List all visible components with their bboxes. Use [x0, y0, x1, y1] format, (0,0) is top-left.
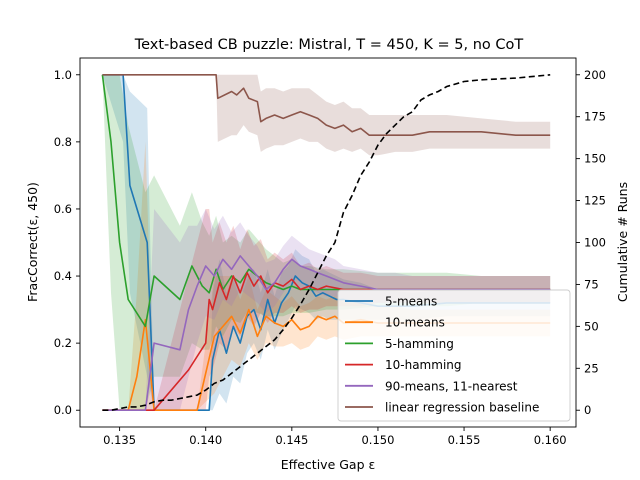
y-tick-label: 0.0 — [54, 403, 72, 417]
x-axis-ticks: 0.135 0.140 0.145 0.150 0.155 0.160 — [103, 427, 567, 447]
legend-label-10-means: 10-means — [385, 316, 445, 330]
legend-label-linear-regression-baseline: linear regression baseline — [385, 401, 539, 415]
band-10-means — [102, 141, 551, 411]
legend-label-90-means-11-nearest: 90-means, 11-nearest — [385, 379, 518, 393]
y2-tick-label: 100 — [584, 236, 606, 250]
x-tick-label: 0.150 — [361, 433, 394, 447]
y-axis-label: FracCorrect(ε, 450) — [25, 182, 40, 302]
confidence-bands — [102, 74, 551, 411]
legend: 5-means 10-means 5-hamming 10-hamming 90-mea… — [337, 289, 571, 422]
legend-label-5-means: 5-means — [385, 295, 437, 309]
legend-label-5-hamming: 5-hamming — [385, 337, 454, 351]
x-tick-label: 0.160 — [534, 433, 567, 447]
legend-label-10-hamming: 10-hamming — [385, 358, 462, 372]
y2-tick-label: 25 — [584, 361, 599, 375]
y-tick-label: 0.2 — [54, 336, 72, 350]
x-tick-label: 0.135 — [103, 433, 136, 447]
y2-axis-ticks: 0 25 50 75 100 125 150 175 200 — [576, 68, 606, 417]
band-10-hamming — [102, 209, 551, 411]
band-5-means — [102, 74, 551, 411]
y2-tick-label: 175 — [584, 110, 606, 124]
y2-tick-label: 125 — [584, 194, 606, 208]
y-axis-ticks: 0.0 0.2 0.4 0.6 0.8 1.0 — [54, 68, 80, 417]
y2-tick-label: 200 — [584, 68, 606, 82]
line-cumulative-runs — [102, 74, 551, 412]
band-90-means-11-nearest — [102, 209, 551, 411]
line-90-means-11-nearest — [102, 255, 551, 412]
cumulative-runs-layer — [102, 74, 551, 412]
y-tick-label: 0.4 — [54, 269, 72, 283]
y2-tick-label: 50 — [584, 319, 599, 333]
legend-frame — [337, 289, 571, 422]
y2-tick-label: 150 — [584, 152, 606, 166]
y2-tick-label: 75 — [584, 277, 599, 291]
x-tick-label: 0.155 — [448, 433, 481, 447]
band-5-hamming — [102, 74, 551, 411]
x-tick-label: 0.140 — [189, 433, 222, 447]
band-linear-regression-baseline — [102, 74, 551, 156]
x-axis-label: Effective Gap ε — [281, 457, 376, 472]
line-linear-regression-baseline — [102, 74, 551, 136]
y2-tick-label: 0 — [584, 403, 591, 417]
y-tick-label: 1.0 — [54, 68, 72, 82]
chart-title: Text-based CB puzzle: Mistral, T = 450, … — [134, 37, 524, 53]
y-tick-label: 0.8 — [54, 135, 72, 149]
x-tick-label: 0.145 — [275, 433, 308, 447]
y-tick-label: 0.6 — [54, 202, 72, 216]
y2-axis-label: Cumulative # Runs — [615, 182, 630, 302]
